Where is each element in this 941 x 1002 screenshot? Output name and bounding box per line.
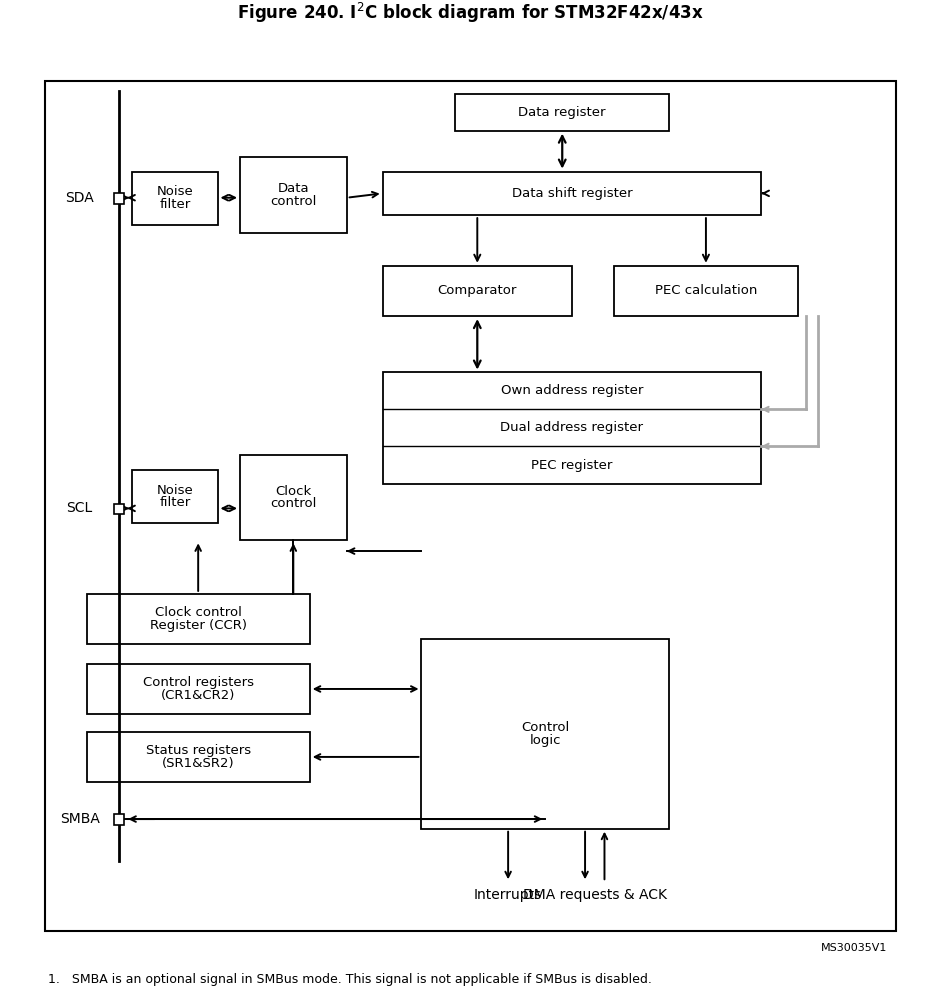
Bar [383,266,572,317]
Text: filter: filter [159,496,190,509]
Bar [422,639,669,829]
Text: control: control [270,194,316,207]
Text: PEC register: PEC register [532,459,613,472]
Text: logic: logic [530,733,561,746]
Bar [114,815,124,825]
Text: Clock control: Clock control [154,606,242,619]
Text: Data shift register: Data shift register [512,186,632,199]
Text: 1.   SMBA is an optional signal in SMBus mode. This signal is not applicable if : 1. SMBA is an optional signal in SMBus m… [48,973,651,986]
Text: Data register: Data register [518,106,606,119]
Bar [455,94,669,130]
Bar [614,266,798,317]
Text: MS30035V1: MS30035V1 [821,943,887,953]
Text: PEC calculation: PEC calculation [655,285,758,298]
Bar [87,594,310,644]
Title: Figure 240. I$^2$C block diagram for STM32F42x/43x: Figure 240. I$^2$C block diagram for STM… [237,1,704,25]
Bar [132,171,217,224]
Text: Data: Data [278,182,310,195]
Text: DMA requests & ACK: DMA requests & ACK [523,888,667,902]
Text: Noise: Noise [156,484,193,497]
Bar [240,455,346,540]
Bar [114,192,124,203]
Text: SMBA: SMBA [60,812,100,826]
Text: SCL: SCL [67,501,93,515]
Bar [114,504,124,514]
Text: Control registers: Control registers [143,676,254,689]
Text: (SR1&SR2): (SR1&SR2) [162,757,234,770]
Text: Register (CCR): Register (CCR) [150,619,247,632]
Text: Interrupts: Interrupts [474,888,542,902]
Text: Comparator: Comparator [438,285,517,298]
Text: Own address register: Own address register [501,385,643,398]
Text: Control: Control [521,721,569,734]
Bar [132,470,217,523]
Bar [383,373,761,484]
Bar [240,157,346,232]
Text: Noise: Noise [156,185,193,198]
Bar [87,731,310,783]
Bar [87,663,310,714]
Text: control: control [270,497,316,510]
Text: Dual address register: Dual address register [501,421,644,434]
Bar [45,81,896,931]
Text: Clock: Clock [275,485,311,498]
Text: (CR1&CR2): (CR1&CR2) [161,688,235,701]
Text: filter: filter [159,198,190,211]
Text: Status registers: Status registers [146,744,250,758]
Bar [383,171,761,215]
Text: SDA: SDA [65,190,94,204]
